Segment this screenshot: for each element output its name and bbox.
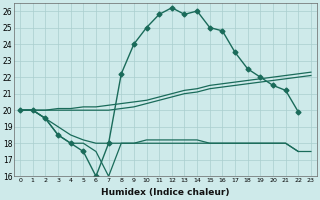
X-axis label: Humidex (Indice chaleur): Humidex (Indice chaleur) — [101, 188, 230, 197]
